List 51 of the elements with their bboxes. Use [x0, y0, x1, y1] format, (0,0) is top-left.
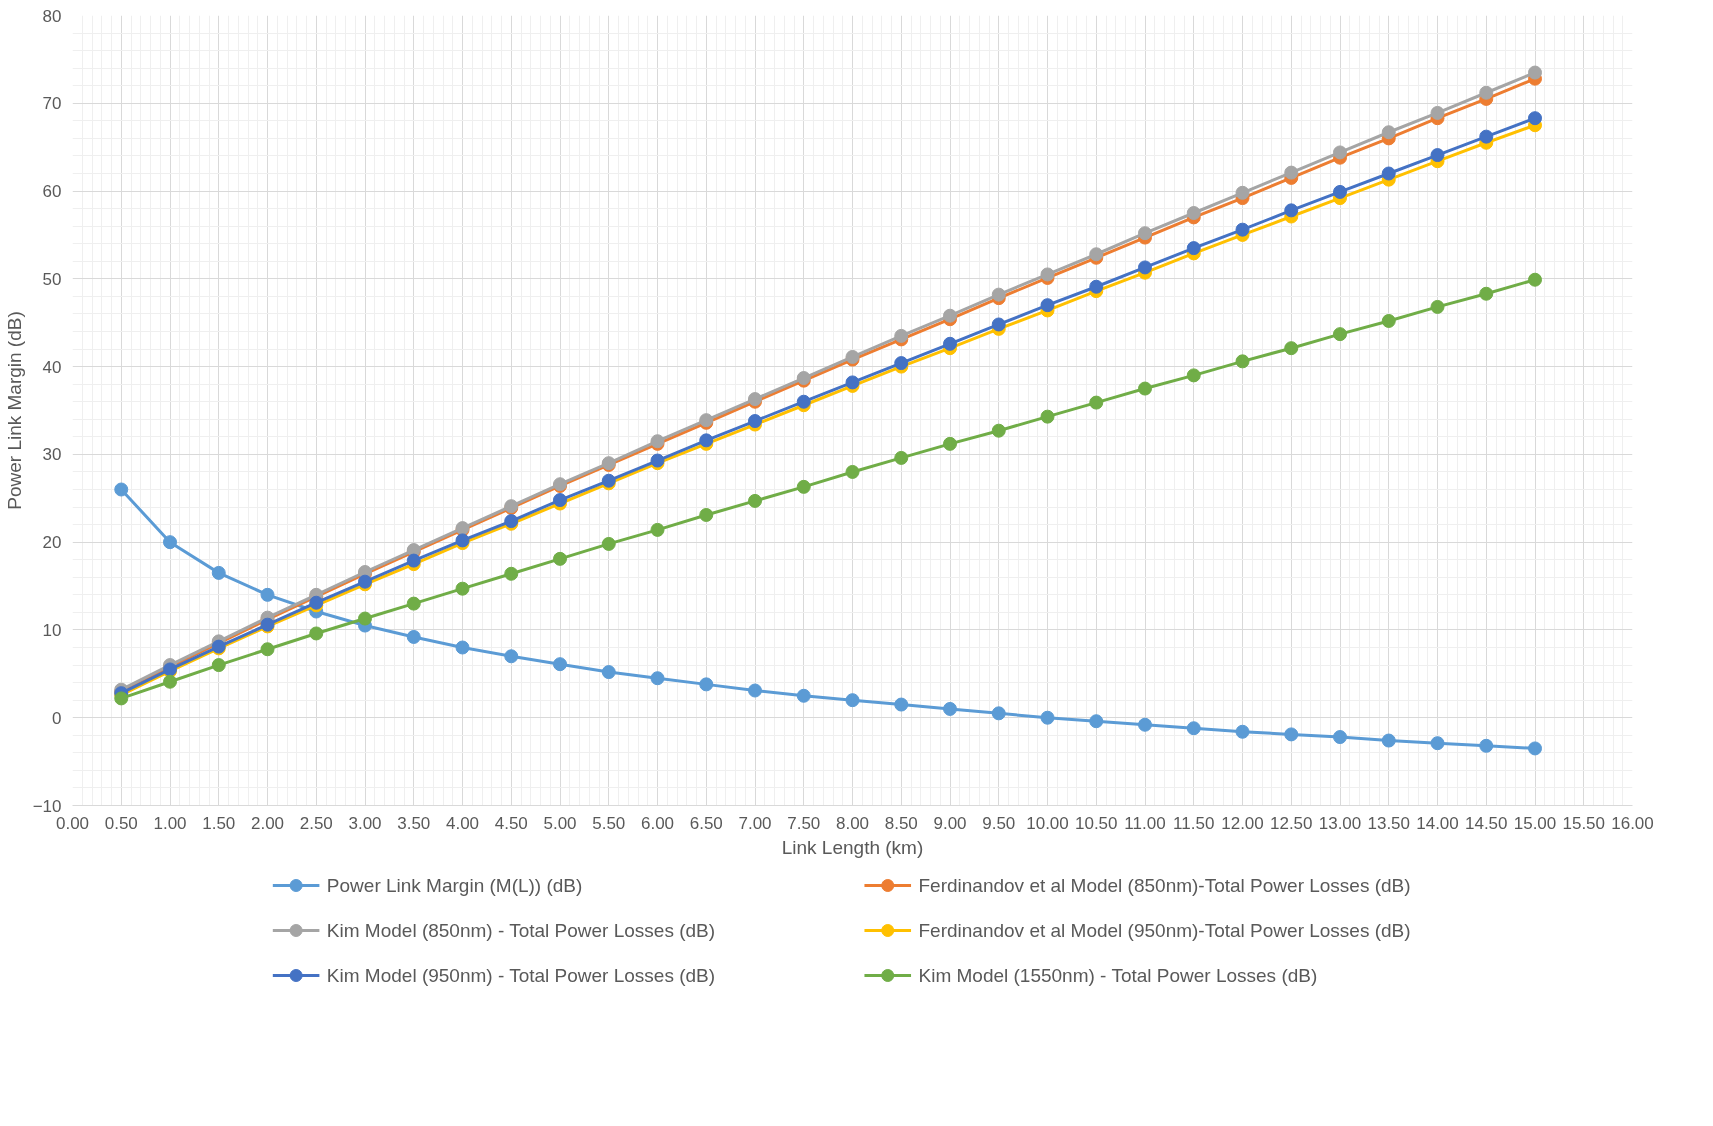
x-tick-label: 1.00 [153, 813, 187, 833]
x-tick-label: 10.00 [1026, 813, 1069, 833]
x-tick-label: 15.50 [1562, 813, 1606, 833]
x-tick-label: 13.50 [1367, 813, 1411, 833]
x-tick-label: 12.50 [1269, 813, 1313, 833]
x-tick-label: 5.00 [543, 813, 577, 833]
y-tick-label: 20 [42, 533, 62, 553]
x-axis-title: Link Length (km) [781, 836, 924, 858]
x-tick-label: 2.50 [299, 813, 333, 833]
y-tick-label: 60 [42, 182, 62, 202]
x-tick-label: 5.50 [592, 813, 626, 833]
legend-label: Kim Model (1550nm) - Total Power Losses (dB) [918, 965, 1318, 986]
x-tick-label: 8.00 [835, 813, 870, 833]
x-tick-label: 6.00 [640, 813, 675, 833]
x-tick-label: 4.00 [445, 813, 480, 833]
x-tick-label: 14.00 [1416, 813, 1459, 833]
x-tick-label: 7.00 [738, 813, 772, 833]
x-tick-label: 2.00 [250, 813, 285, 833]
x-tick-label: 11.50 [1173, 813, 1215, 833]
x-tick-label: 4.50 [494, 813, 528, 833]
x-tick-label: 12.00 [1221, 813, 1264, 833]
legend-label: Ferdinandov et al Model (850nm)-Total Power Losses (dB) [918, 875, 1411, 896]
x-tick-label: 3.50 [397, 813, 431, 833]
legend-label: Ferdinandov et al Model (950nm)-Total Power Losses (dB) [918, 920, 1411, 941]
x-tick-label: 9.50 [982, 813, 1016, 833]
y-tick-label: 30 [42, 445, 62, 465]
x-tick-label: 0.50 [104, 813, 138, 833]
legend-label: Kim Model (950nm) - Total Power Losses (dB) [326, 965, 716, 986]
x-tick-label: 14.50 [1464, 813, 1508, 833]
x-tick-label: 7.50 [787, 813, 821, 833]
y-tick-label: 80 [42, 6, 62, 26]
y-tick-label: 40 [42, 357, 62, 377]
x-tick-label: 9.00 [933, 813, 967, 833]
x-tick-label: 3.00 [348, 813, 382, 833]
y-tick-label: 50 [42, 269, 62, 289]
x-tick-label: 6.50 [689, 813, 723, 833]
y-tick-label: 10 [42, 620, 62, 640]
y-tick-label: 70 [42, 94, 62, 114]
legend-label: Kim Model (850nm) - Total Power Losses (dB) [326, 920, 716, 941]
y-tick-label: 0 [52, 708, 62, 728]
x-tick-label: 15.00 [1513, 813, 1557, 833]
x-tick-label: 16.00 [1611, 813, 1654, 833]
y-axis-title: Power Link Margin (dB) [3, 311, 25, 510]
x-tick-label: 8.50 [884, 813, 918, 833]
x-tick-label: 13.00 [1318, 813, 1362, 833]
x-tick-label: 11.00 [1124, 813, 1166, 833]
x-tick-label: 10.50 [1074, 813, 1118, 833]
y-tick-label: −10 [32, 796, 62, 816]
x-tick-label: 0.00 [55, 813, 90, 833]
x-tick-label: 1.50 [202, 813, 236, 833]
legend-label: Power Link Margin (M(L)) (dB) [326, 875, 583, 896]
